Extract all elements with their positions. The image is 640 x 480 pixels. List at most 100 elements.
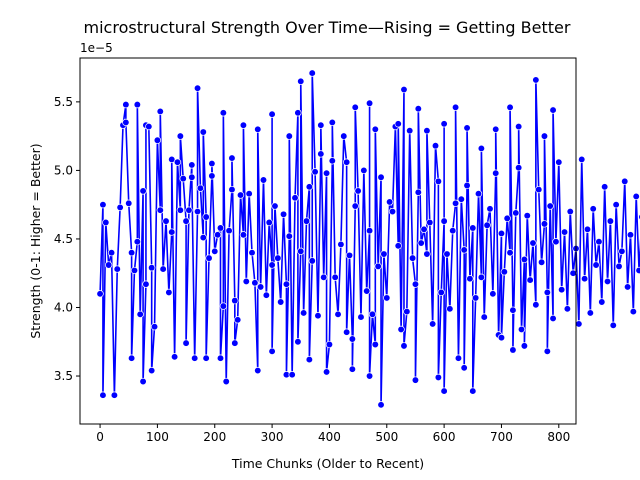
data-point [188,173,196,181]
data-point [351,202,359,210]
data-point [139,377,147,386]
data-point [489,290,497,298]
data-point [168,155,176,164]
data-point [279,210,288,218]
x-tick-label: 800 [547,430,570,444]
data-point [595,238,603,246]
data-point [225,227,233,235]
data-point [437,288,445,297]
data-point [156,206,164,214]
data-point [122,118,130,127]
data-point [125,199,133,207]
data-point [165,288,173,297]
data-point [394,120,402,128]
data-point [411,280,420,288]
data-point [377,401,385,409]
data-point [285,232,293,240]
data-point [443,250,451,258]
data-point [360,166,368,175]
data-point [191,354,199,362]
data-point [420,225,428,234]
data-point [297,247,305,255]
data-point [236,191,245,199]
y-tick-label: 4.0 [54,300,73,314]
data-point [96,290,104,298]
data-point [205,254,213,262]
data-point [337,240,345,249]
data-point [153,136,162,144]
data-point [271,202,279,210]
data-point [566,207,574,216]
y-tick-label: 5.5 [54,95,73,109]
data-point [127,248,136,257]
data-point [601,183,609,191]
data-point [219,109,228,117]
data-point [99,391,107,399]
data-point [509,346,517,354]
data-point [603,277,612,286]
data-point [328,118,336,127]
data-point [268,261,276,269]
data-point [472,294,480,302]
data-point [142,280,150,288]
data-point [592,261,600,269]
y-tick-label: 5.0 [54,163,73,177]
data-point [328,157,336,165]
data-point [440,387,448,395]
data-point [148,366,156,375]
data-point [122,100,130,109]
data-point [477,144,486,153]
data-point [385,198,394,206]
data-point [317,150,325,158]
data-point [254,366,262,375]
data-point [434,177,443,186]
x-tick-label: 400 [318,430,341,444]
data-point [526,276,534,284]
data-point [185,206,193,214]
data-point [133,100,141,109]
data-point [325,340,334,349]
data-point [222,377,230,386]
data-point [460,364,468,372]
data-point [563,305,572,313]
data-point [480,313,488,321]
data-point [196,184,205,192]
data-point [170,353,179,361]
data-point [322,169,331,177]
data-point [549,314,557,323]
data-point [520,342,529,350]
data-point [265,218,273,227]
data-point [429,320,437,328]
data-point [517,325,526,334]
data-point [162,217,170,225]
data-point [348,365,357,373]
x-tick-label: 200 [203,430,226,444]
data-point [345,251,354,260]
data-point [451,103,460,111]
data-point [351,103,359,111]
data-point [632,192,640,201]
data-point [506,103,514,111]
data-point [569,269,577,277]
x-axis-label: Time Chunks (Older to Recent) [231,456,424,471]
data-point [520,255,529,264]
data-point [182,339,190,347]
data-point [394,242,402,250]
data-point [354,187,362,195]
data-point [397,325,405,334]
data-point [314,312,322,320]
data-point [322,368,331,376]
data-point [400,85,408,94]
data-point [466,275,474,283]
data-point [500,268,508,276]
data-point [150,323,159,331]
data-point [179,174,187,183]
data-point [168,228,176,236]
data-point [368,310,377,318]
x-tick-label: 300 [261,430,284,444]
data-point [380,250,388,258]
data-point [580,275,589,283]
data-point [612,201,620,209]
data-point [589,205,597,213]
data-point [234,316,242,324]
